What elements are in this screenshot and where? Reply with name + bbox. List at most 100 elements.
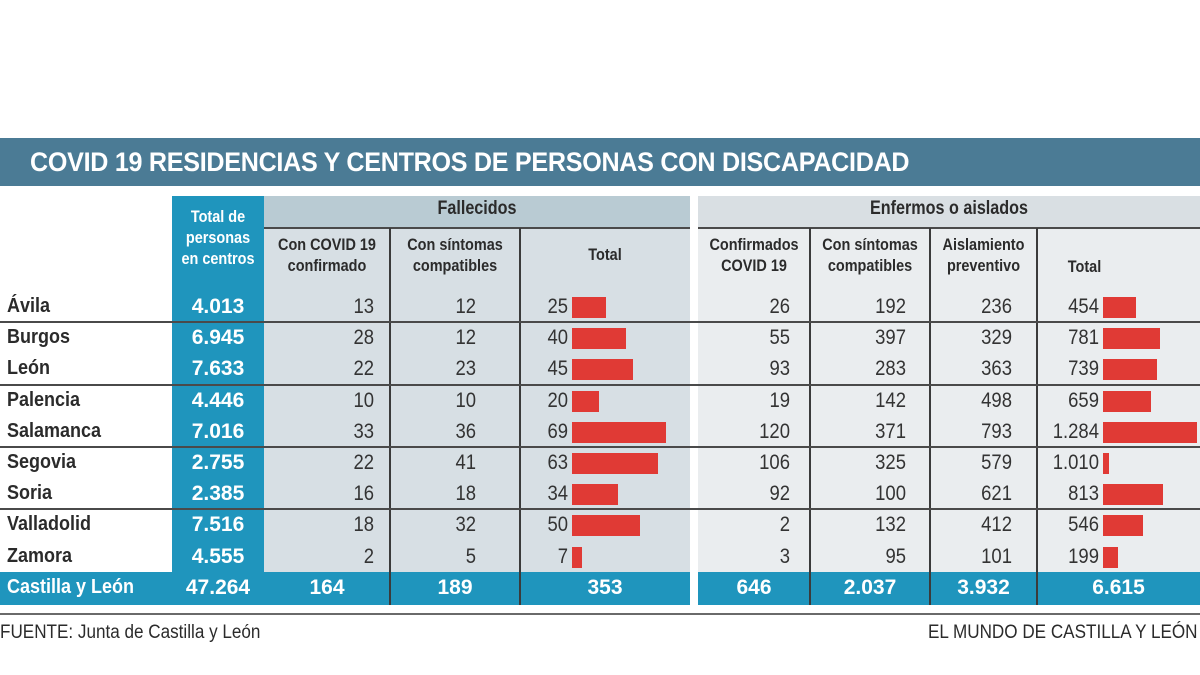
cell-enf-total: 1.284	[1052, 419, 1099, 443]
enfermos-total-bar	[1103, 359, 1158, 381]
header-fal-total: Total	[588, 245, 622, 264]
cell-personas: 4.446	[191, 388, 245, 412]
header-line: en centros	[181, 249, 255, 268]
header-enf-sintomas: Con síntomas compatibles	[819, 234, 921, 276]
cell-enf-sintomas: 132	[875, 513, 906, 537]
row-label: Salamanca	[7, 419, 102, 442]
cell-fal-total: 20	[547, 388, 568, 412]
header-line: Total de	[190, 207, 246, 226]
total-row-enf-total: 6.615	[1092, 576, 1145, 599]
cell-personas: 7.516	[191, 513, 245, 537]
cell-fal-covid: 22	[353, 357, 374, 381]
cell-fal-sintomas: 23	[455, 357, 476, 381]
enfermos-total-bar	[1103, 390, 1152, 412]
table-row: Palencia 4.446 10 10 20 19 142 498 659	[0, 385, 1200, 416]
cell-personas: 4.555	[191, 544, 245, 568]
cell-enf-sintomas: 142	[875, 388, 906, 412]
enfermos-total-bar	[1103, 297, 1137, 318]
header-line: Con síntomas	[822, 235, 918, 254]
cell-fal-sintomas: 36	[455, 419, 476, 443]
title-banner: COVID 19 RESIDENCIAS Y CENTROS DE PERSON…	[0, 138, 1200, 186]
publisher-credit: EL MUNDO DE CASTILLA Y LEÓN	[928, 622, 1198, 643]
group-separator	[0, 446, 1200, 448]
table-row: Segovia 2.755 22 41 63 106 325 579 1.010	[0, 447, 1200, 478]
total-row-bg-left	[0, 572, 690, 605]
cell-fal-covid: 22	[353, 451, 374, 474]
cell-fal-total: 45	[547, 357, 568, 381]
cell-personas: 2.385	[191, 482, 245, 506]
cell-fal-covid: 28	[353, 326, 374, 350]
enfermos-header-divider	[698, 227, 1200, 229]
row-label: Ávila	[7, 295, 51, 317]
fallecidos-total-bar	[572, 421, 666, 443]
enfermos-total-bar	[1103, 453, 1109, 474]
cell-fal-sintomas: 18	[455, 482, 476, 506]
enfermos-total-bar	[1103, 546, 1118, 568]
cell-enf-total: 454	[1068, 295, 1099, 318]
cell-fal-sintomas: 41	[455, 451, 476, 474]
fallecidos-total-bar	[572, 390, 600, 412]
cell-fal-covid: 10	[353, 388, 374, 412]
cell-fal-covid: 16	[353, 482, 374, 506]
cell-fal-covid: 33	[353, 419, 374, 443]
cell-enf-total: 781	[1068, 326, 1099, 350]
cell-enf-total: 546	[1068, 513, 1099, 537]
group-separator	[0, 321, 1200, 324]
cell-fal-sintomas: 12	[455, 295, 476, 318]
table-row: Salamanca 7.016 33 36 69 120 371 793 1.284	[0, 416, 1200, 447]
fallecidos-body-bg	[264, 228, 690, 572]
footer-rule	[0, 613, 1200, 615]
cell-enf-total: 1.010	[1052, 451, 1099, 474]
fallecidos-total-bar	[572, 515, 641, 537]
header-line: Con COVID 19	[278, 235, 376, 254]
header-line: Confirmados	[709, 235, 799, 254]
cell-enf-sintomas: 371	[875, 419, 906, 443]
cell-fal-total: 34	[547, 482, 568, 506]
enfermos-total-bar	[1103, 515, 1143, 537]
cell-enf-sintomas: 325	[875, 451, 906, 474]
cell-enf-confirmados: 120	[759, 419, 790, 443]
cell-fal-sintomas: 32	[455, 513, 476, 537]
column-divider	[519, 228, 521, 605]
row-label: Palencia	[7, 388, 81, 411]
fallecidos-total-bar	[572, 453, 658, 474]
cell-enf-confirmados: 19	[769, 388, 790, 412]
row-label: Soria	[7, 482, 53, 505]
fallecidos-group-header: Fallecidos	[437, 198, 517, 219]
total-row-bg-right	[698, 572, 1200, 605]
header-line: COVID 19	[721, 256, 787, 275]
group-separator	[0, 383, 1200, 386]
row-label: Segovia	[7, 451, 77, 473]
cell-enf-sintomas: 283	[875, 357, 906, 381]
cell-enf-total: 199	[1068, 544, 1099, 568]
cell-enf-aislamiento: 579	[981, 451, 1012, 474]
cell-enf-aislamiento: 329	[981, 326, 1012, 350]
cell-enf-aislamiento: 412	[981, 513, 1012, 537]
fallecidos-total-bar	[572, 297, 607, 318]
column-divider	[389, 228, 391, 605]
enfermos-total-bar	[1103, 484, 1163, 506]
cell-fal-total: 7	[557, 544, 568, 568]
header-line: Aislamiento	[942, 235, 1025, 254]
cell-fal-sintomas: 5	[465, 544, 476, 568]
cell-enf-aislamiento: 793	[981, 419, 1012, 443]
total-row: Castilla y León 47.264 164 189 353 646 2…	[0, 572, 1200, 605]
cell-enf-sintomas: 100	[875, 482, 906, 506]
cell-fal-total: 63	[547, 451, 568, 474]
cell-fal-total: 50	[547, 513, 568, 537]
total-row-personas: 47.264	[185, 576, 251, 599]
cell-personas: 7.633	[191, 357, 245, 381]
cell-personas: 2.755	[191, 451, 245, 474]
cell-enf-confirmados: 92	[769, 482, 790, 506]
fallecidos-header-divider	[264, 227, 690, 229]
cell-personas: 7.016	[191, 419, 245, 443]
header-enf-aislamiento: Aislamiento preventivo	[938, 234, 1029, 276]
total-row-enf-sintomas: 2.037	[843, 576, 897, 599]
cell-enf-total: 813	[1068, 482, 1099, 506]
cell-enf-aislamiento: 363	[981, 357, 1012, 381]
header-enf-total: Total	[1067, 257, 1102, 276]
cell-fal-covid: 13	[353, 295, 374, 318]
cell-fal-sintomas: 10	[455, 388, 476, 412]
cell-fal-total: 69	[547, 419, 568, 443]
fallecidos-total-bar	[572, 359, 634, 381]
